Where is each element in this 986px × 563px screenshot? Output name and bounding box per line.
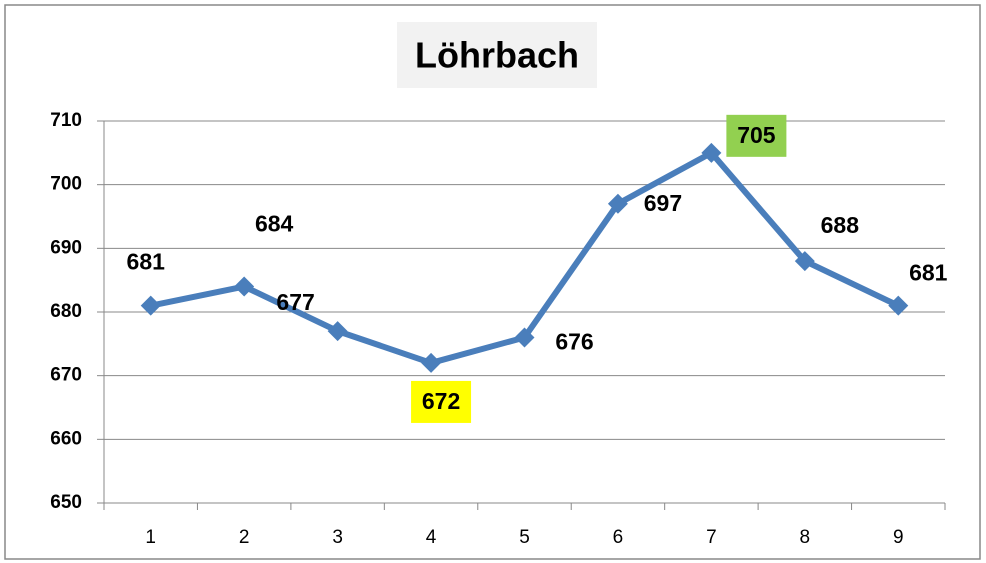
data-point	[140, 295, 161, 316]
data-label: 672	[422, 388, 460, 414]
x-tick-label: 8	[800, 527, 811, 548]
y-tick-label: 660	[50, 428, 82, 449]
data-label-bg	[726, 114, 787, 157]
chart-border	[4, 4, 981, 560]
y-tick-label: 650	[50, 492, 82, 513]
data-label: 681	[127, 249, 166, 275]
title-box	[397, 22, 597, 88]
y-tick-label: 690	[50, 237, 82, 258]
data-point	[234, 276, 255, 297]
data-point	[514, 327, 535, 348]
data-label: 697	[644, 190, 682, 216]
x-tick-label: 3	[332, 527, 343, 548]
data-label: 677	[276, 289, 314, 315]
x-tick-label: 7	[706, 527, 717, 548]
data-point	[607, 193, 628, 214]
data-point	[888, 295, 909, 316]
x-tick-label: 6	[613, 527, 624, 548]
data-label: 676	[555, 329, 593, 355]
data-label: 688	[821, 212, 860, 238]
x-tick-label: 9	[893, 527, 904, 548]
x-tick-label: 4	[426, 527, 437, 548]
data-label: 684	[255, 211, 294, 237]
data-label: 681	[909, 260, 948, 286]
y-tick-label: 670	[50, 365, 82, 386]
y-tick-label: 680	[50, 301, 82, 322]
x-tick-label: 2	[239, 527, 250, 548]
data-point	[327, 321, 348, 342]
y-tick-label: 710	[50, 110, 82, 131]
data-point	[421, 352, 442, 373]
x-tick-label: 1	[145, 527, 156, 548]
x-tick-label: 5	[519, 527, 530, 548]
data-label: 705	[737, 122, 776, 148]
data-label-bg	[411, 380, 472, 423]
data-point	[794, 251, 815, 272]
y-tick-label: 700	[50, 174, 82, 195]
chart-title: Löhrbach	[415, 35, 579, 76]
data-point	[701, 142, 722, 163]
